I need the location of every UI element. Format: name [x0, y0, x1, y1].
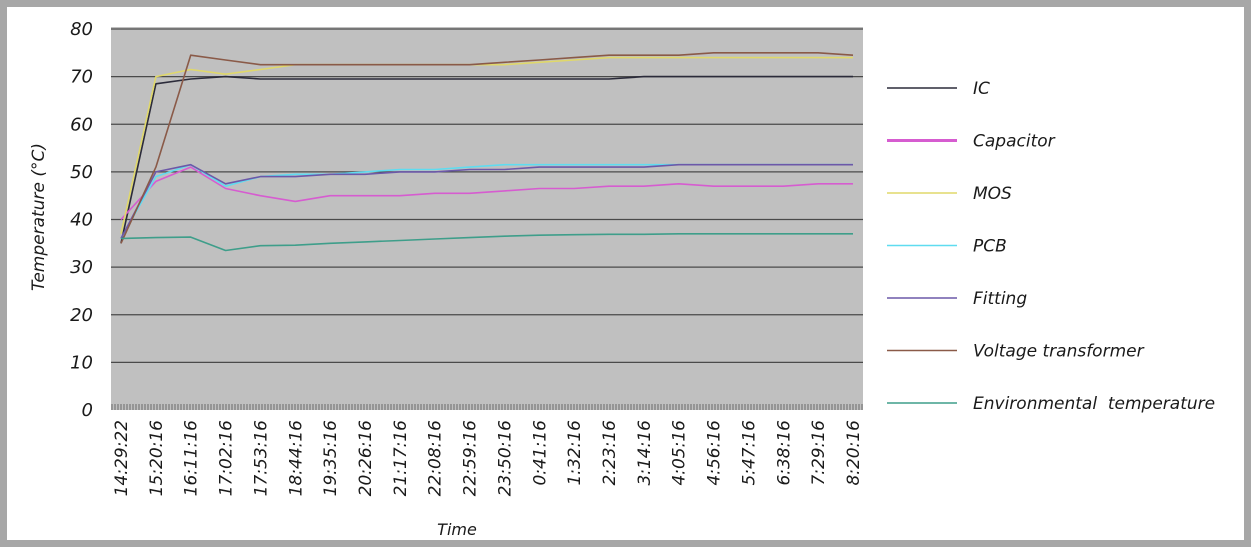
series-line [120, 51, 854, 244]
legend-label: MOS [973, 184, 1012, 204]
legend-label: Voltage transformer [973, 342, 1145, 362]
legend-label: PCB [973, 237, 1007, 257]
x-tick-labels: 14:29:22 15:20:16 16:11:16 17:02:16 17:53:16… [112, 420, 864, 497]
x-minor-ticks [111, 404, 863, 410]
y-tick-label: 0 [82, 400, 93, 421]
series-lines [120, 51, 854, 252]
x-tick-label: 3:14:16 [635, 420, 655, 486]
x-tick-label: 17:02:16 [217, 420, 237, 497]
x-tick-label: 4:56:16 [705, 420, 725, 486]
chart: 0 10 20 30 40 50 60 70 80 14:29:22 15:20:16 16:11:… [29, 19, 1215, 539]
legend-label: Capacitor [973, 132, 1056, 152]
series-line [120, 75, 853, 244]
y-tick-label: 10 [70, 352, 93, 373]
x-tick-label: 19:35:16 [321, 420, 341, 497]
legend-label: Environmental temperature [973, 394, 1215, 414]
x-tick-label: 22:59:16 [461, 420, 481, 497]
x-tick-label: 0:41:16 [530, 420, 550, 486]
y-axis-label: Temperature (°C) [29, 143, 49, 291]
x-tick-label: 7:29:16 [809, 420, 829, 486]
x-tick-label: 1:32:16 [565, 420, 585, 486]
x-tick-label: 15:20:16 [147, 420, 167, 497]
legend-label: IC [973, 79, 990, 99]
x-tick-label: 16:11:16 [182, 420, 202, 497]
x-tick-label: 5:47:16 [739, 420, 759, 486]
x-tick-label: 20:26:16 [356, 420, 376, 497]
plot-area [111, 27, 863, 410]
chart-frame: 0 10 20 30 40 50 60 70 80 14:29:22 15:20:16 16:11:… [7, 7, 1244, 540]
x-tick-label: 4:05:16 [670, 420, 690, 486]
y-tick-label: 80 [70, 19, 93, 40]
legend-label: Fitting [973, 289, 1027, 309]
x-tick-label: 22:08:16 [426, 420, 446, 497]
y-tick-labels: 0 10 20 30 40 50 60 70 80 [70, 19, 93, 421]
series-line [120, 233, 853, 252]
x-axis-label: Time [437, 520, 477, 539]
y-tick-label: 60 [70, 114, 93, 135]
x-tick-label: 14:29:22 [112, 420, 132, 496]
y-tick-label: 70 [70, 67, 93, 88]
series-line [120, 166, 853, 221]
x-tick-label: 17:53:16 [251, 420, 271, 497]
y-tick-label: 20 [70, 305, 93, 326]
x-tick-label: 8:20:16 [844, 420, 864, 486]
x-tick-label: 6:38:16 [774, 420, 794, 486]
series-line [120, 56, 853, 234]
y-tick-label: 40 [70, 210, 93, 231]
series-line [120, 163, 853, 239]
y-tick-label: 30 [70, 257, 93, 278]
x-tick-label: 18:44:16 [286, 420, 306, 497]
y-tick-label: 50 [70, 162, 93, 183]
x-tick-label: 21:17:16 [391, 420, 411, 497]
x-tick-label: 23:50:16 [495, 420, 515, 497]
x-tick-label: 2:23:16 [600, 420, 620, 486]
legend: IC Capacitor MOS PCB Fitting Voltage transfor… [887, 79, 1215, 414]
